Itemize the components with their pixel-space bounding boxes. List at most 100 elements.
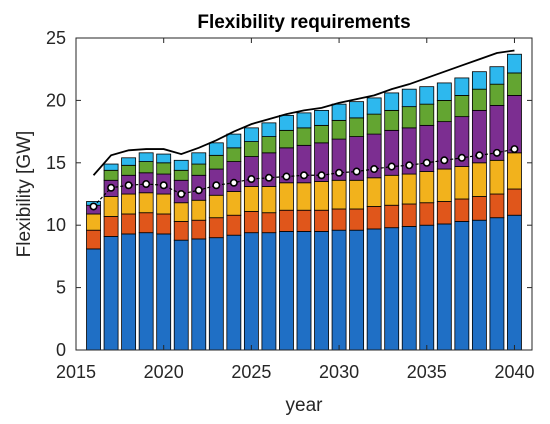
bar-segment-3-2020 [156, 193, 172, 215]
bar-segment-5-2021 [173, 169, 189, 181]
bar-segment-4-2024 [226, 161, 242, 192]
marker-point-2024 [229, 178, 238, 187]
marker-point-2033 [387, 162, 396, 171]
bar-segment-5-2020 [156, 162, 172, 175]
bar-segment-1-2039 [489, 217, 505, 351]
bar-segment-2-2033 [384, 204, 400, 229]
bar-segment-2-2032 [366, 206, 382, 230]
marker-point-2040 [510, 145, 519, 154]
bar-segment-1-2022 [191, 238, 207, 351]
chart-title: Flexibility requirements [197, 12, 410, 33]
bar-segment-6-2032 [366, 97, 382, 115]
y-axis-label: Flexibility [GW] [14, 131, 35, 258]
bar-segment-1-2025 [243, 232, 259, 351]
bar-segment-3-2035 [419, 171, 435, 204]
marker-point-2019 [142, 180, 151, 189]
bar-segment-3-2018 [121, 193, 137, 215]
x-axis-label: year [286, 395, 324, 416]
bar-segment-6-2037 [454, 77, 470, 96]
bar-segment-3-2023 [208, 194, 224, 219]
marker-point-2022 [194, 186, 203, 195]
marker-point-2021 [177, 190, 186, 199]
y-tick-label-15: 15 [46, 153, 66, 173]
plot-area-frame [75, 37, 533, 351]
bar-segment-2-2016 [86, 229, 101, 250]
bar-segment-2-2025 [243, 211, 259, 234]
bar-segment-3-2027 [279, 182, 294, 211]
bar-segment-5-2039 [489, 83, 505, 106]
bar-segment-1-2032 [366, 228, 382, 351]
marker-point-2028 [299, 171, 308, 180]
bar-segment-6-2022 [191, 152, 207, 165]
marker-point-2035 [422, 158, 431, 167]
marker-point-2027 [282, 172, 291, 181]
bar-segment-2-2021 [173, 221, 189, 241]
lines-layer [89, 49, 519, 211]
marker-point-2016 [89, 202, 98, 211]
bar-segment-2-2039 [489, 193, 505, 219]
bar-segment-1-2035 [419, 224, 435, 351]
bar-segment-4-2040 [507, 95, 522, 154]
bar-segment-1-2036 [436, 223, 452, 351]
bar-segment-3-2040 [507, 152, 522, 190]
bar-segment-3-2032 [366, 177, 382, 207]
bar-segment-5-2025 [243, 141, 259, 157]
bar-segment-3-2025 [243, 186, 259, 212]
bar-segment-5-2032 [366, 113, 382, 135]
bar-segment-1-2019 [138, 232, 154, 351]
bar-segment-5-2018 [121, 164, 137, 176]
marker-point-2037 [457, 153, 466, 162]
bar-segment-5-2029 [314, 124, 329, 144]
bar-segment-2-2029 [314, 209, 329, 232]
bar-segment-3-2019 [138, 192, 154, 214]
y-tick-label-20: 20 [46, 90, 66, 110]
bar-segment-1-2028 [296, 231, 312, 351]
bar-segment-5-2027 [279, 129, 294, 149]
bar-segment-5-2036 [436, 100, 452, 123]
bar-segment-6-2021 [173, 159, 189, 171]
bar-segment-1-2031 [349, 229, 365, 351]
x-tick-label-2040: 2040 [494, 362, 534, 382]
bar-segment-3-2037 [454, 166, 470, 200]
x-tick-label-2025: 2025 [231, 362, 271, 382]
bar-segment-5-2022 [191, 163, 207, 176]
bar-segment-5-2030 [331, 119, 347, 140]
bar-segment-2-2030 [331, 208, 347, 231]
bar-segment-3-2022 [191, 199, 207, 221]
marker-point-2032 [370, 165, 379, 174]
bar-segment-2-2031 [349, 208, 365, 231]
bar-segment-6-2020 [156, 153, 172, 164]
bar-segment-6-2035 [419, 86, 435, 105]
marker-point-2039 [492, 148, 501, 157]
bar-segment-2-2040 [507, 188, 522, 216]
bar-segment-2-2035 [419, 202, 435, 226]
marker-point-2030 [335, 168, 344, 177]
marker-point-2023 [212, 181, 221, 190]
bars-layer [86, 53, 522, 351]
bar-segment-6-2018 [121, 157, 137, 166]
bar-segment-2-2026 [261, 212, 277, 234]
bar-segment-2-2038 [471, 196, 487, 221]
bar-segment-1-2038 [471, 219, 487, 351]
bar-segment-2-2028 [296, 209, 312, 232]
bar-segment-6-2026 [261, 122, 277, 137]
y-axis-ticks: 0 5 10 15 20 25 [46, 28, 532, 360]
marker-point-2026 [264, 173, 273, 182]
bar-segment-5-2026 [261, 136, 277, 154]
bar-segment-2-2024 [226, 214, 242, 236]
bar-segment-6-2033 [384, 92, 400, 111]
bar-segment-6-2027 [279, 114, 294, 131]
bar-segment-6-2039 [489, 66, 505, 85]
bar-segment-6-2031 [349, 101, 365, 119]
bar-segment-5-2017 [103, 169, 119, 181]
bar-segment-5-2038 [471, 88, 487, 111]
bar-segment-5-2031 [349, 117, 365, 137]
bar-segment-3-2026 [261, 186, 277, 214]
bar-segment-3-2039 [489, 159, 505, 195]
bar-segment-1-2040 [507, 214, 522, 351]
bar-segment-5-2024 [226, 147, 242, 162]
bar-segment-5-2035 [419, 103, 435, 126]
total-line [92, 49, 515, 176]
